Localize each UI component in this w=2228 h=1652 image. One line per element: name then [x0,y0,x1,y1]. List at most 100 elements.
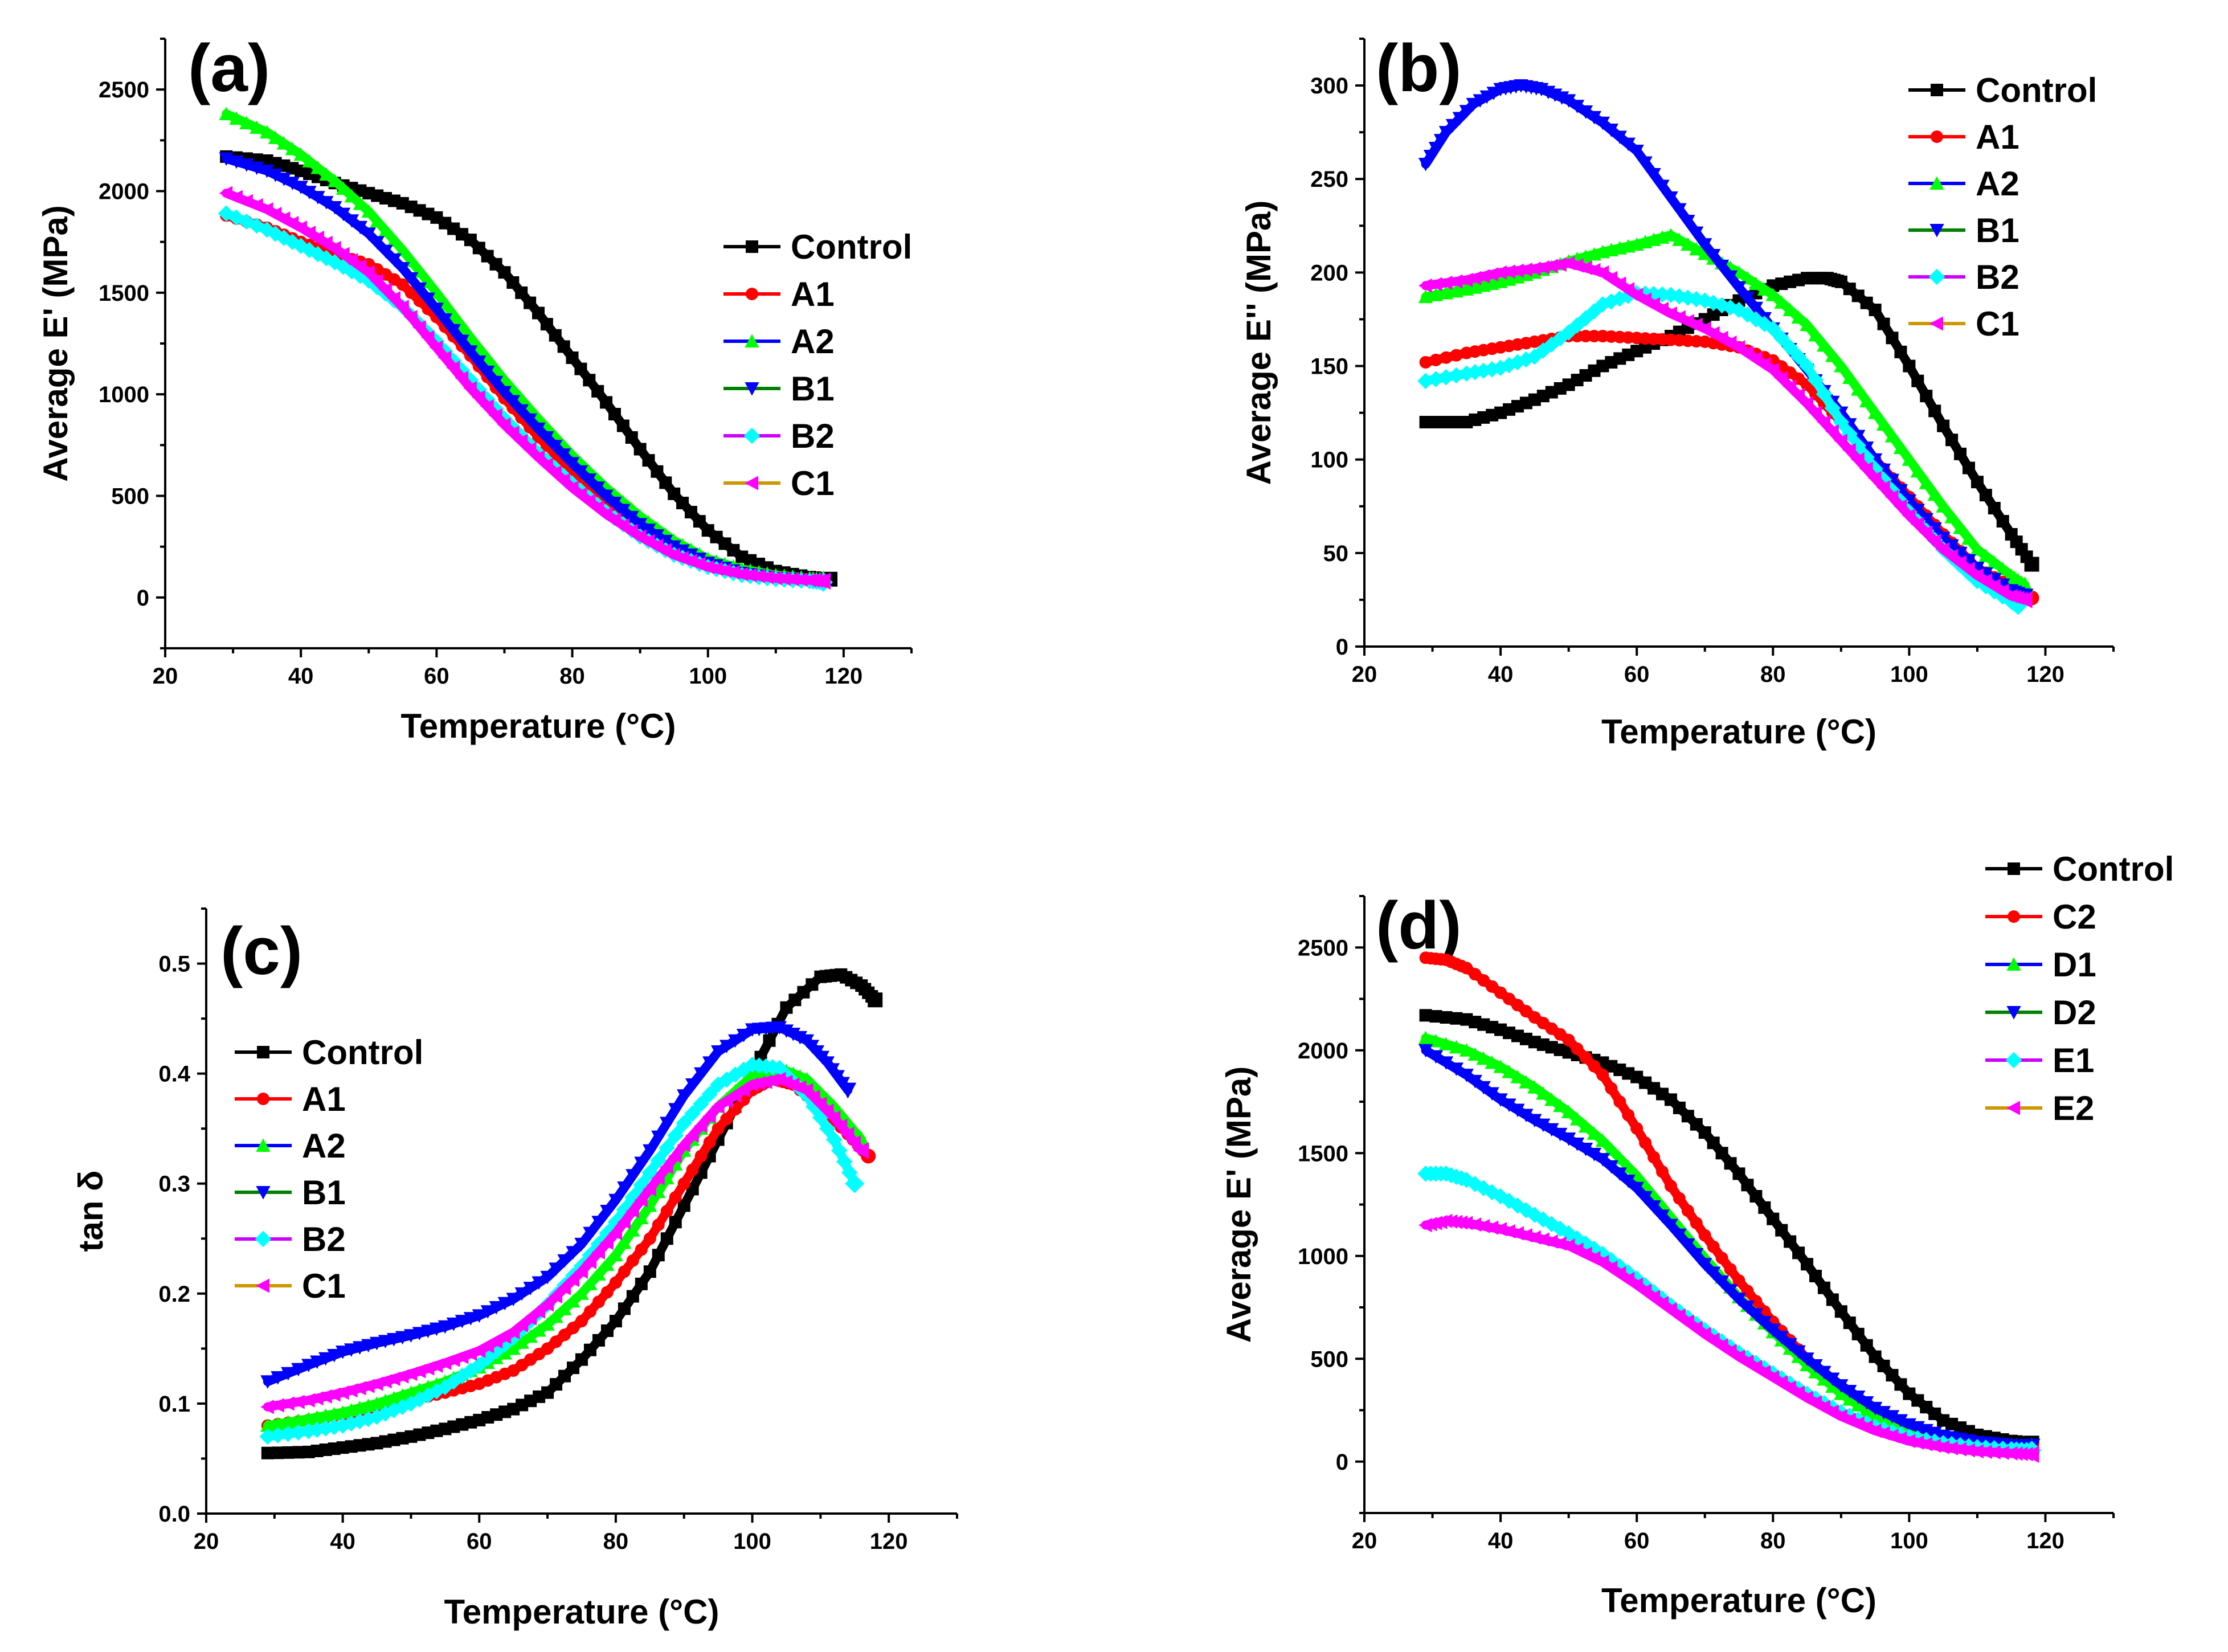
data-point [693,1095,709,1113]
data-point [575,1353,588,1366]
data-point [479,1350,496,1367]
data-point [1698,1327,1711,1342]
data-point [590,500,604,515]
data-point [1438,1056,1454,1070]
data-point [292,1446,305,1459]
series-C1 [1418,256,2033,608]
data-point [412,1364,426,1379]
data-point [1449,284,1464,298]
data-point [496,1336,513,1353]
data-point [1428,277,1442,292]
legend-item-C2: C2 [1985,898,2096,936]
data-point [1681,215,1695,228]
legend-label: A2 [302,1127,346,1165]
legend-item-A1: A1 [1908,118,2019,156]
data-point [1876,480,1890,495]
data-point [259,1428,276,1445]
data-point [1851,1391,1866,1404]
data-point [420,1324,436,1339]
data-point [847,1135,861,1150]
data-point [1440,351,1453,364]
data-point [1910,517,1924,531]
data-point [1485,1087,1499,1101]
legend-item-Control: Control [1908,71,2097,109]
legend-label: A2 [1976,165,2019,203]
data-point [600,1205,615,1218]
data-point [445,1373,462,1390]
data-point [353,259,367,274]
data-point [765,1073,779,1088]
data-point [1944,539,1959,553]
data-point [565,480,579,495]
data-point [573,465,588,479]
data-point [1449,1040,1464,1054]
data-point [1919,476,1933,489]
data-point [751,569,766,584]
data-point [310,160,325,174]
x-tick-label: 60 [467,1529,492,1554]
data-point [1429,353,1442,366]
data-point [327,1387,341,1402]
data-point [1561,94,1576,108]
data-point [1459,1069,1474,1082]
data-point [768,571,782,586]
data-point [285,141,300,156]
legend-item-Control: Control [235,1033,423,1072]
data-point [1698,1126,1711,1139]
data-point [1834,1386,1849,1400]
data-point [548,465,562,480]
data-point [1604,271,1618,285]
data-point [302,225,316,240]
data-point [1638,292,1652,307]
data-point [1715,1147,1728,1160]
legend-label: D2 [2053,993,2096,1032]
legend-marker [256,1186,271,1200]
data-point [302,186,317,199]
y-tick-label: 2500 [1298,935,1348,960]
data-point [1648,1151,1661,1164]
data-point [694,1118,708,1134]
data-point [625,431,638,444]
data-point [712,1122,725,1135]
x-tick-label: 80 [1760,662,1786,687]
data-point [591,385,604,398]
data-point [1817,1365,1832,1380]
legend-label: Control [2053,850,2174,888]
series-B2 [259,1056,865,1445]
data-point [583,1226,598,1241]
data-point [1438,1037,1454,1050]
data-point [1502,264,1516,279]
data-point [1851,452,1865,467]
data-point [841,1164,858,1181]
data-point [531,422,546,436]
legend-label: B2 [791,417,835,455]
data-point [1663,1218,1678,1233]
data-point [1910,464,1925,478]
legend-marker [255,1230,272,1248]
data-point [1953,520,1968,534]
data-point [626,1204,639,1218]
data-point [591,1245,605,1260]
data-point [833,1118,848,1134]
series-line-A1 [1421,332,2037,603]
data-point [582,493,596,509]
data-point [806,1090,820,1105]
data-point [335,1346,350,1359]
y-axis-label: Average E' (MPa) [1220,1066,1258,1343]
x-tick-label: 80 [559,664,585,689]
data-point [395,1331,410,1345]
data-point [1800,1391,1814,1405]
data-point [1884,1410,1900,1424]
data-point [549,1309,563,1323]
data-point [590,481,605,495]
chart-panel-1: 20 40 60 80 100 120 0 50 100 150 200 250 300 Temperat… [1240,31,2115,751]
data-point [1894,345,1907,358]
panel-label: (b) [1376,31,1462,106]
data-point [1825,424,1839,439]
legend-marker [745,334,759,347]
data-point [616,419,629,432]
data-point [336,207,351,222]
data-point [1696,292,1714,309]
data-point [301,1359,316,1372]
data-point [352,1341,367,1355]
